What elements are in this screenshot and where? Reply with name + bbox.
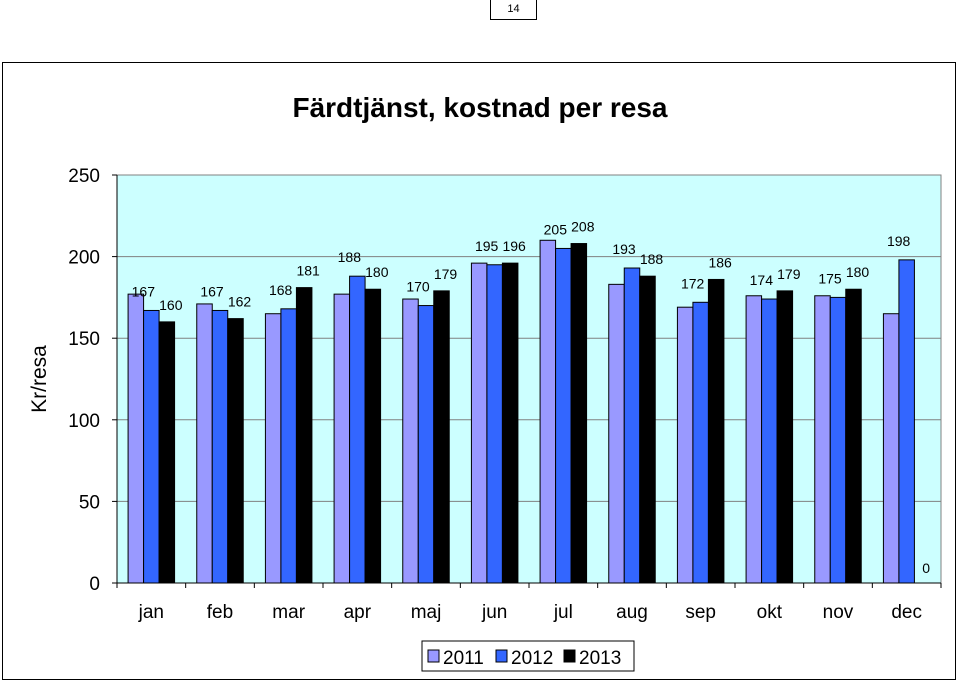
- data-label: 160: [159, 297, 183, 313]
- bar-2011-maj: [402, 298, 419, 584]
- bar-2011-nov: [814, 295, 831, 584]
- data-label: 167: [132, 283, 156, 299]
- data-label: 167: [200, 283, 224, 299]
- data-label: 198: [887, 233, 911, 249]
- data-label: 188: [640, 251, 664, 267]
- legend-label-2011: 2011: [443, 648, 484, 669]
- bar-2012-feb: [211, 309, 229, 584]
- bar-2011-aug: [608, 283, 625, 584]
- legend-swatch-2012: [495, 649, 508, 663]
- bar-2013-nov: [845, 288, 862, 584]
- bar-2012-mar: [280, 308, 297, 584]
- data-label: 186: [708, 254, 732, 270]
- bar-2011-sep: [676, 306, 694, 584]
- x-tick-label: okt: [757, 602, 783, 623]
- bar-2013-jul: [570, 243, 588, 584]
- x-tick-label: nov: [823, 602, 854, 623]
- bar-2013-mar: [295, 287, 313, 584]
- data-label: 170: [406, 279, 430, 295]
- x-tick-label: dec: [891, 602, 922, 623]
- x-tick-label: mar: [272, 602, 305, 623]
- x-axis-ticks: jan feb mar apr maj jun jul aug sep okt nov dec: [116, 583, 942, 623]
- data-label: 175: [818, 270, 842, 286]
- chart-frame: [2, 62, 956, 680]
- y-tick-label: 200: [68, 248, 100, 269]
- bar-2013-aug: [639, 275, 656, 584]
- legend-box: [421, 640, 635, 672]
- bar-2012-nov: [829, 296, 847, 584]
- data-label: 188: [338, 249, 362, 265]
- y-axis-ticks: 0 50 100 150 200 250: [68, 166, 117, 595]
- bar-2012-aug: [623, 267, 641, 584]
- bar-2012-dec: [898, 259, 915, 584]
- legend-label-2012: 2012: [511, 648, 553, 669]
- bar-2012-jan: [143, 309, 160, 584]
- bar-2011-dec: [882, 313, 900, 584]
- data-label: 179: [434, 266, 458, 282]
- legend-swatch-2013: [563, 649, 576, 663]
- bar-2012-jun: [486, 264, 503, 584]
- x-tick-label: feb: [207, 602, 233, 623]
- data-label: 172: [681, 275, 705, 291]
- bar-2012-maj: [417, 305, 435, 584]
- y-tick-label: 50: [79, 492, 100, 513]
- x-tick-label: aug: [616, 602, 648, 623]
- data-label: 205: [544, 221, 568, 237]
- bar-2013-maj: [433, 290, 450, 584]
- data-label: 162: [228, 294, 252, 310]
- y-tick-label: 150: [68, 329, 100, 350]
- data-label: 168: [269, 282, 293, 298]
- data-label: 193: [612, 241, 636, 257]
- x-tick-label: sep: [685, 602, 716, 623]
- bar-2012-okt: [761, 298, 778, 584]
- y-tick-label: 250: [68, 166, 100, 187]
- chart-title: Färdtjänst, kostnad per resa: [292, 92, 667, 123]
- legend-label-2013: 2013: [579, 648, 621, 669]
- x-tick-label: jul: [553, 602, 573, 623]
- bar-2012-sep: [692, 301, 709, 584]
- data-label: 195: [475, 238, 499, 254]
- data-label: 181: [296, 263, 320, 279]
- bar-2013-apr: [364, 288, 382, 584]
- x-tick-label: maj: [411, 602, 442, 623]
- x-tick-label: jun: [481, 602, 507, 623]
- bar-2011-apr: [333, 293, 351, 584]
- bar-2011-jan: [127, 293, 145, 584]
- bar-2012-apr: [349, 275, 366, 584]
- y-tick-label: 0: [89, 574, 100, 595]
- bar-2013-sep: [707, 278, 725, 584]
- bar-2013-jun: [501, 262, 519, 584]
- plot-area: [116, 174, 942, 584]
- bar-2013-feb: [227, 318, 244, 584]
- bar-2011-jul: [539, 239, 557, 584]
- y-tick-label: 100: [68, 411, 100, 432]
- y-axis-label: Kr/resa: [28, 345, 51, 413]
- bar-2011-mar: [264, 313, 282, 584]
- data-label: 0: [922, 560, 930, 576]
- data-label: 208: [571, 219, 595, 235]
- bar-2011-feb: [196, 303, 213, 584]
- data-label: 196: [502, 238, 526, 254]
- data-label: 180: [365, 264, 389, 280]
- page-number: 14: [490, 0, 537, 20]
- x-tick-label: apr: [344, 602, 372, 623]
- data-label: 180: [846, 264, 870, 280]
- gridlines: [117, 256, 941, 502]
- legend: 2011 2012 2013: [427, 648, 621, 669]
- bar-2013-jan: [158, 321, 176, 584]
- bar-2011-jun: [470, 262, 488, 584]
- bar-2011-okt: [745, 295, 763, 584]
- bar-2013-okt: [776, 290, 794, 584]
- legend-swatch-2011: [427, 649, 440, 663]
- bar-2012-jul: [555, 247, 572, 584]
- data-label: 174: [750, 272, 774, 288]
- x-tick-label: jan: [138, 602, 164, 623]
- data-label: 179: [777, 266, 801, 282]
